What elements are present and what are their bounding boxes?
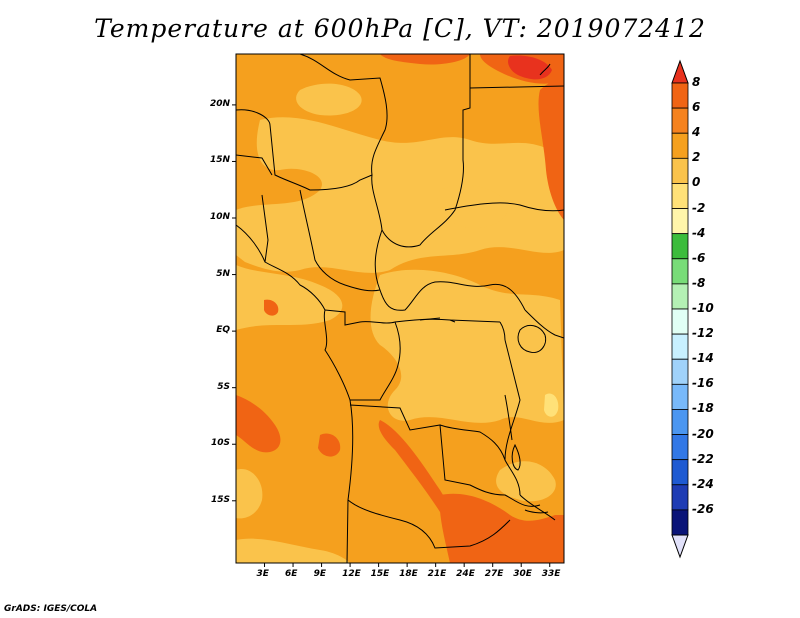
colorbar-top-triangle [671,59,689,84]
colorbar-box [671,258,689,285]
colorbar-box [671,183,689,209]
colorbar-box [671,157,689,184]
lon-tick-label: 18E [399,569,418,579]
field-minus2-0 [544,393,559,417]
colorbar-box [671,484,689,511]
lat-tick-label: EQ [216,325,230,336]
lat-tick-label: 20N [209,98,230,109]
lakes [419,63,551,514]
colorbar-box [671,333,689,360]
lat-tick-label: 5S [217,381,230,392]
colorbar-label: -14 [692,351,714,366]
colorbar-box [671,383,689,410]
colorbar-label: 0 [692,175,701,190]
lat-tick-label: 10N [209,212,230,222]
lon-tick-label: 24E [456,569,475,579]
lon-tick-label: 6E [285,569,298,579]
colorbar-label: -24 [692,476,714,491]
colorbar-box [671,358,689,385]
colorbar-box [671,208,689,235]
lon-tick-label: 30E [513,569,532,579]
lon-tick-label: 9E [313,569,326,579]
lat-tick-label: 15N [209,155,230,166]
colorbar-box [671,132,689,159]
lon-tick-label: 21E [427,569,447,579]
colorbar-box [671,107,689,134]
colorbar-label: 6 [692,100,701,115]
colorbar-box [671,82,689,109]
colorbar-label: -18 [692,401,714,416]
lon-tick-label: 33E [541,569,561,579]
colorbar-box [671,233,689,260]
map-frame [235,53,565,564]
colorbar-label: -10 [692,301,714,315]
lon-tick-label: 3E [256,569,269,579]
colorbar-label: 4 [692,125,701,140]
colorbar-label: -12 [692,326,714,341]
lat-tick-label: 15S [210,494,230,505]
colorbar-label: -20 [692,426,714,441]
colorbar [671,59,689,559]
field-0-2 [236,83,564,563]
lon-tick-label: 27E [484,569,504,579]
colorbar-bottom-triangle [671,534,689,559]
grads-credit: GrADS: IGES/COLA [4,604,98,614]
colorbar-label: -4 [692,225,706,240]
colorbar-label: -22 [692,451,714,466]
colorbar-box [671,283,689,310]
colorbar-label: 8 [692,75,701,89]
colorbar-box [671,509,689,536]
longitude-ticks [264,563,551,567]
colorbar-box [671,409,689,435]
colorbar-label: 2 [692,150,701,165]
colorbar-box [671,459,689,486]
colorbar-label: -8 [692,275,706,290]
latitude-ticks [232,104,236,502]
lat-tick-label: 5N [216,268,230,279]
lon-tick-label: 15E [370,569,390,579]
lat-tick-label: 10S [210,438,230,449]
colorbar-label: -6 [692,250,706,265]
plot-title: Temperature at 600hPa [C], VT: 201907241… [94,14,706,43]
colorbar-box [671,434,689,461]
colorbar-label: -16 [692,376,714,391]
colorbar-label: -26 [692,501,714,516]
lon-tick-label: 12E [342,569,361,579]
colorbar-box [671,308,689,335]
colorbar-label: -2 [692,200,706,215]
